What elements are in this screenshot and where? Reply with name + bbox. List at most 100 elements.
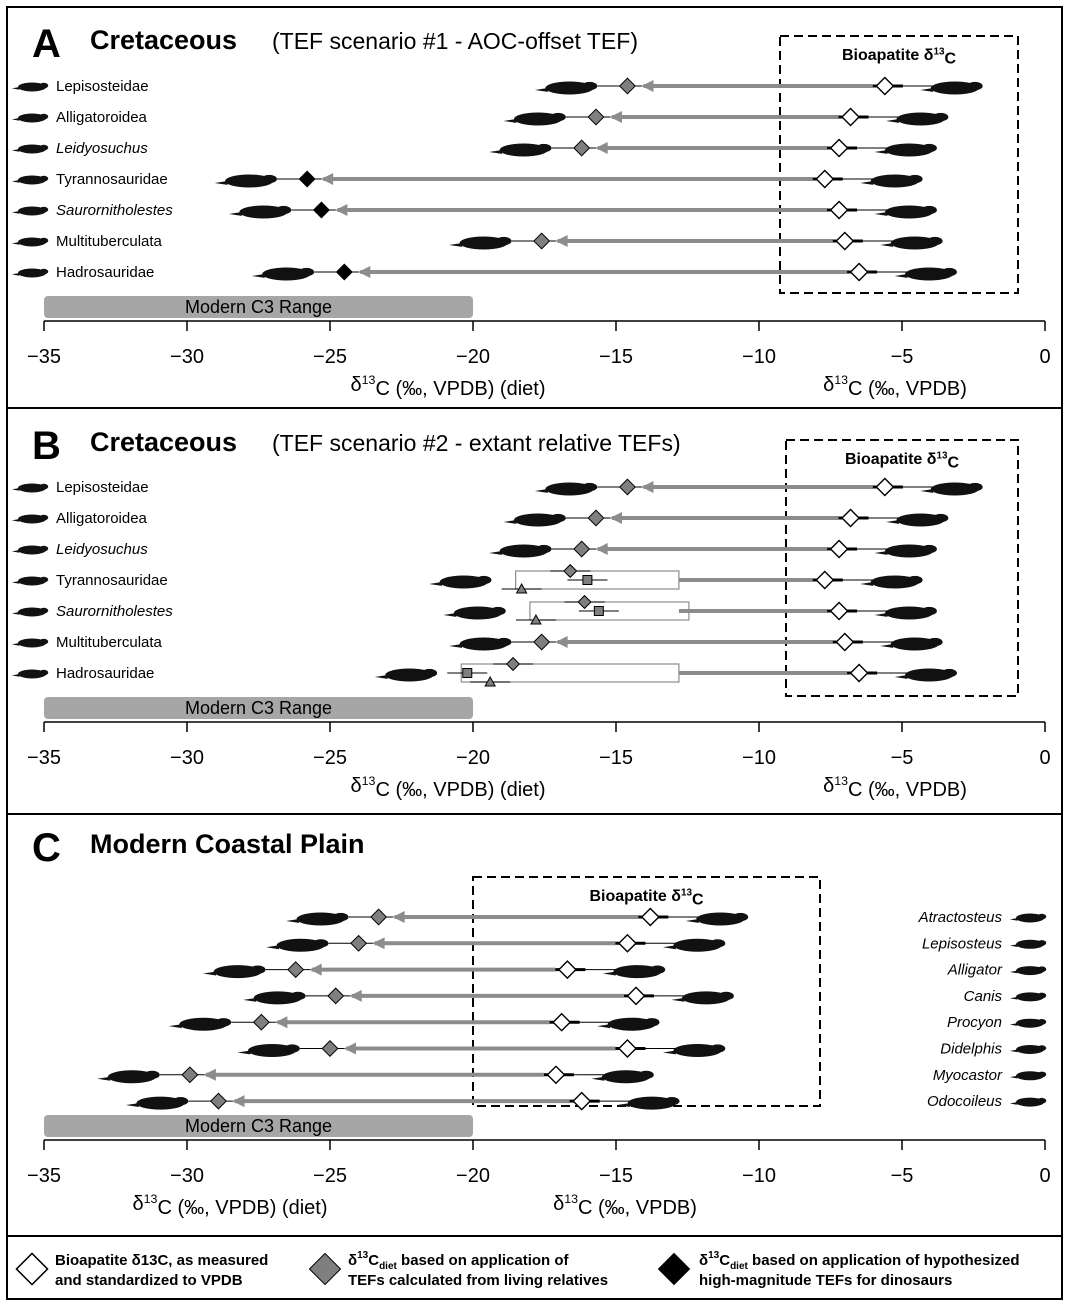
x-tick-label: −35	[27, 1165, 61, 1187]
bio-silhouette-head	[709, 939, 726, 948]
panel-title: Modern Coastal Plain	[90, 829, 365, 859]
bio-marker-diamond	[849, 663, 869, 683]
bio-silhouette	[894, 267, 957, 281]
legend-marker-white-diamond	[15, 1252, 49, 1286]
bio-silhouette-head	[664, 1096, 680, 1106]
taxon-row: Lepisosteidae	[11, 477, 983, 497]
bio-marker-diamond	[572, 1091, 592, 1111]
bio-silhouette-body	[896, 112, 945, 126]
taxon-label: Alligatoroidea	[56, 109, 148, 126]
diet-marker-diamond	[252, 1013, 270, 1031]
taxon-row: Leidyosuchus	[11, 539, 937, 559]
diet-silhouette-body	[453, 606, 502, 620]
diet-silhouette	[203, 965, 266, 979]
taxon-icon-body	[1016, 992, 1044, 1002]
x-axis-label-diet-b: C (‰, VPDB) (diet)	[157, 1197, 327, 1219]
bio-marker-diamond	[626, 986, 646, 1006]
bio-silhouette-head	[967, 482, 983, 492]
taxon-icon-body	[1016, 939, 1044, 949]
taxon-icon	[11, 483, 49, 493]
taxon-row: Alligatoroidea	[11, 107, 949, 127]
bioapatite-box	[785, 439, 1019, 697]
panel-letter: C	[32, 826, 61, 870]
bio-silhouette-body	[885, 143, 934, 157]
bio-silhouette	[885, 513, 949, 527]
x-tick-label: −5	[891, 346, 914, 368]
diet-silhouette-tail	[503, 119, 517, 123]
x-axis-label-bio-b: C (‰, VPDB)	[578, 1197, 697, 1219]
bio-marker-diamond	[841, 508, 860, 528]
diet-silhouette-head	[476, 575, 492, 585]
diet-silhouette	[449, 236, 512, 250]
taxon-icon-tail	[1009, 1075, 1018, 1079]
bio-silhouette-body	[673, 938, 722, 952]
taxon-icon-body	[18, 268, 46, 278]
legend: Bioapatite δ13C, as measured and standar…	[15, 1250, 1020, 1289]
taxon-icon-body	[18, 237, 46, 247]
taxon-icon-head	[1037, 1045, 1047, 1052]
taxon-row: Saurornitholestes	[11, 200, 937, 220]
taxon-row: Multituberculata	[11, 231, 943, 251]
x-tick-label: −5	[891, 1165, 914, 1187]
taxon-icon-body	[18, 82, 46, 92]
taxon-label: Saurornitholestes	[56, 603, 173, 620]
diet-silhouette-head	[536, 143, 552, 153]
taxon-icon	[11, 268, 49, 278]
taxon-icon	[1009, 913, 1047, 923]
diet-silhouette-head	[496, 637, 512, 647]
bioapatite-box	[779, 35, 1019, 294]
bio-silhouette	[591, 1070, 654, 1084]
bio-silhouette-body	[885, 205, 934, 219]
bio-silhouette-tail	[885, 119, 899, 123]
diet-silhouette	[97, 1070, 160, 1084]
bio-silhouette-head	[732, 912, 749, 922]
diet-silhouette-body	[545, 482, 594, 496]
diet-silhouette	[214, 174, 277, 188]
taxon-label: Tyrannosauridae	[56, 572, 168, 589]
tef-arrow-head	[595, 142, 608, 154]
bio-marker-diamond	[552, 1012, 572, 1032]
x-tick-label: −5	[891, 747, 914, 769]
legend-text-3a: δ13Cdiet based on application of hypothe…	[699, 1250, 1020, 1272]
taxon-icon-body	[18, 576, 46, 586]
diet-marker-diamond	[335, 263, 353, 281]
bio-marker-diamond	[875, 477, 895, 497]
diet-silhouette-tail	[203, 971, 217, 976]
diet-silhouette-head	[490, 606, 506, 616]
x-axis-label-diet-sup: 13	[362, 373, 376, 387]
x-axis-label-bio: δ13C (‰, VPDB)	[553, 1192, 697, 1219]
tef-arrow-head	[392, 911, 405, 923]
panel-b: B Cretaceous (TEF scenario #2 - extant rel…	[11, 424, 1051, 801]
panel-letter: A	[32, 22, 61, 66]
bio-silhouette	[597, 1017, 660, 1031]
x-tick-label: −20	[456, 1165, 490, 1187]
diet-silhouette-body	[253, 991, 302, 1005]
taxon-icon	[11, 607, 49, 617]
taxon-icon-tail	[1009, 918, 1018, 921]
x-tick-label: −15	[599, 346, 633, 368]
taxon-icon-tail	[11, 118, 20, 121]
taxon-icon-body	[1016, 1097, 1044, 1107]
legend-text-2b: TEFs calculated from living relatives	[348, 1272, 608, 1289]
diet-silhouette	[125, 1096, 189, 1110]
diet-marker-hexagon	[577, 594, 592, 610]
bio-silhouette-body	[885, 606, 934, 620]
taxon-icon-head	[39, 514, 49, 521]
x-axis-label-bio-a: δ	[823, 374, 834, 396]
x-tick-label: −35	[27, 747, 61, 769]
x-tick-label: 0	[1039, 747, 1050, 769]
bio-silhouette	[671, 991, 734, 1005]
taxon-icon-tail	[11, 149, 20, 152]
bio-silhouette-head	[967, 81, 983, 91]
bio-silhouette-tail	[880, 243, 894, 247]
taxon-icon-tail	[1009, 944, 1018, 947]
tef-arrow-head	[349, 989, 362, 1002]
bio-silhouette	[860, 174, 923, 188]
diet-silhouette-tail	[214, 181, 228, 185]
legend-item-bioapatite: Bioapatite δ13C, as measured and standar…	[15, 1252, 268, 1289]
bio-silhouette-body	[905, 267, 954, 281]
taxon-icon-head	[39, 175, 49, 182]
taxon-icon-tail	[11, 674, 20, 677]
tef-arrow-head	[232, 1095, 245, 1108]
